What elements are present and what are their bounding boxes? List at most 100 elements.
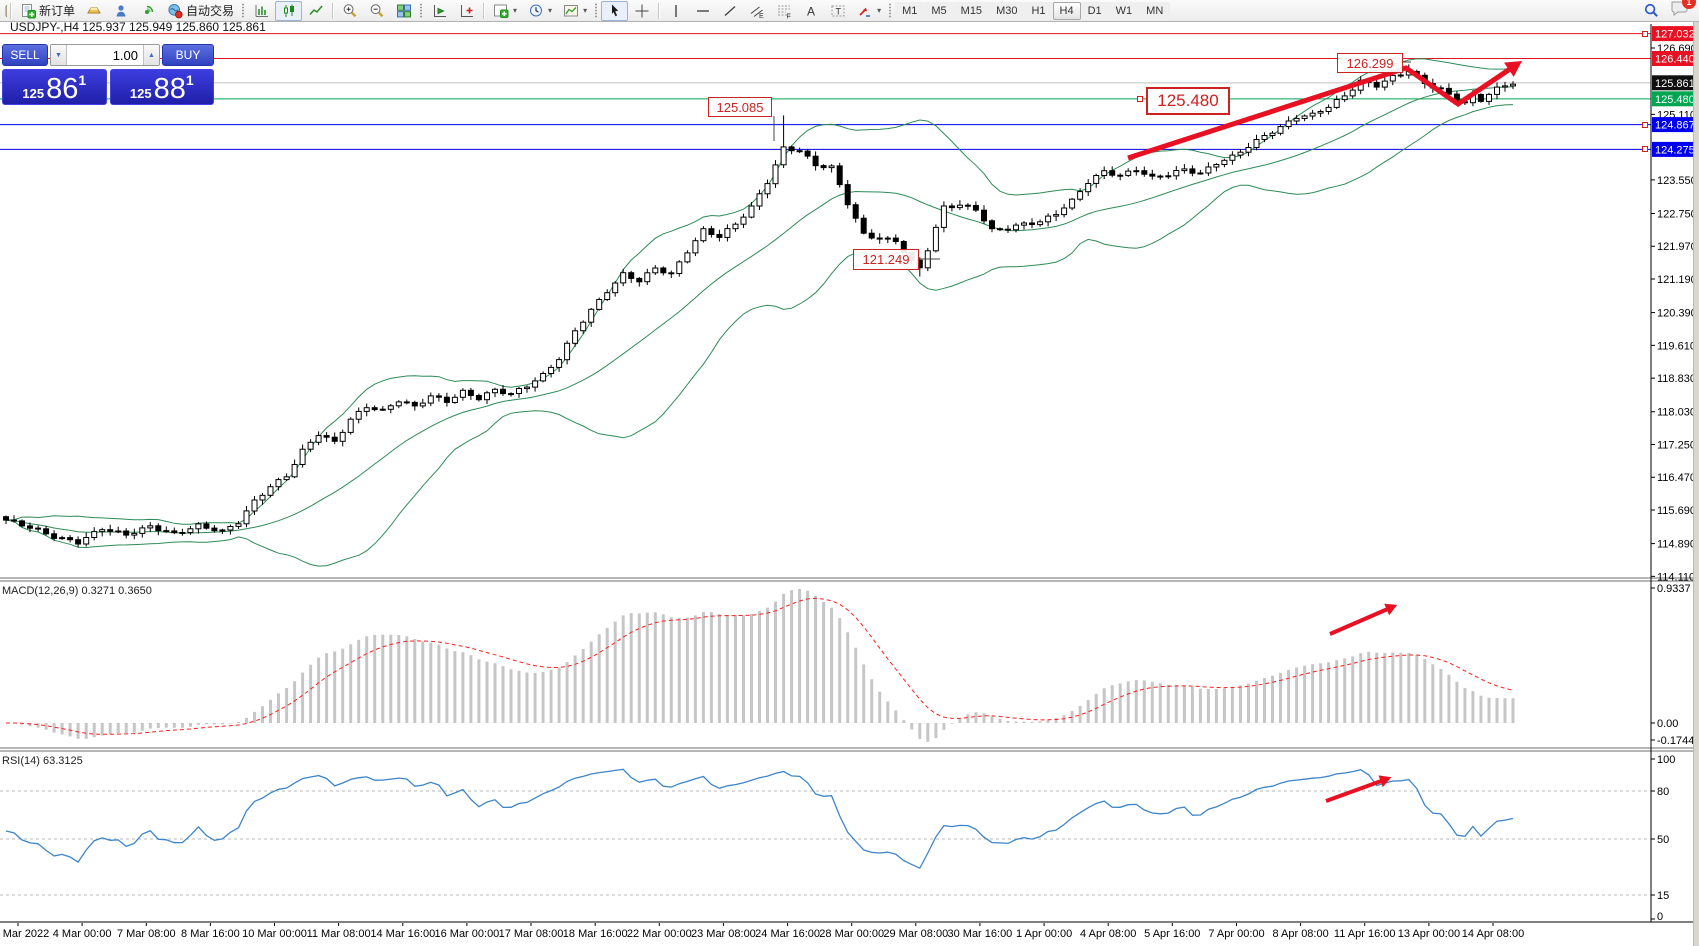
chevron-down-icon[interactable]: ▾ (548, 6, 553, 15)
channel-tool-button[interactable]: E (743, 1, 770, 21)
svg-text:0.00: 0.00 (1657, 718, 1678, 730)
line-chart-mode-button[interactable] (302, 1, 329, 21)
svg-text:4 Apr 08:00: 4 Apr 08:00 (1080, 928, 1136, 940)
zoom-in-button[interactable] (336, 1, 363, 21)
svg-text:125.861: 125.861 (1655, 78, 1695, 90)
price-annotation-125480[interactable]: 125.480 (1146, 87, 1230, 115)
svg-text:18 Mar 16:00: 18 Mar 16:00 (563, 928, 628, 940)
volume-control: ▼ ▲ (50, 44, 160, 66)
radio-signal-icon (139, 3, 156, 19)
price-annotation-126299[interactable]: 126.299 (1337, 53, 1403, 73)
chat-button[interactable]: 1 (1670, 0, 1696, 22)
separator (658, 2, 660, 19)
crosshair-tool-button[interactable] (628, 1, 655, 21)
trend-arrows (1127, 61, 1522, 803)
svg-text:118.830: 118.830 (1657, 373, 1696, 385)
fibonacci-icon: F (775, 3, 792, 19)
chevron-down-icon[interactable]: ▾ (877, 6, 882, 15)
spin-up-icon: ▲ (148, 51, 155, 59)
signal-button[interactable] (134, 1, 161, 21)
svg-text:117.250: 117.250 (1657, 439, 1696, 451)
svg-text:50: 50 (1657, 834, 1669, 846)
rsi-indicator-label: RSI(14) 63.3125 (2, 755, 83, 767)
bar-chart-mode-button[interactable] (248, 1, 275, 21)
timeframe-m5[interactable]: M5 (924, 1, 954, 20)
main-toolbar: 新订单 自动交易 ▾ ▾ ▾ E F A T ▾ M1 M5 M15 M30 H… (0, 0, 1699, 22)
data-window-button[interactable] (426, 1, 453, 21)
template-button[interactable]: ▾ (557, 1, 592, 21)
toolbar-grip (594, 3, 599, 18)
tile-windows-icon (395, 3, 412, 19)
text-icon: A (802, 3, 819, 19)
svg-text:30 Mar 16:00: 30 Mar 16:00 (947, 928, 1012, 940)
chevron-down-icon[interactable]: ▾ (583, 6, 588, 15)
community-button[interactable] (107, 1, 134, 21)
timeframe-h1[interactable]: H1 (1024, 1, 1053, 20)
autotrade-icon (166, 3, 183, 19)
timeframe-menu-button[interactable]: ▾ (522, 1, 557, 21)
zoom-out-button[interactable] (363, 1, 390, 21)
buy-price-prefix: 125 (129, 86, 152, 101)
candlestick-mode-button[interactable] (275, 0, 303, 21)
clock-icon (527, 3, 544, 19)
autotrade-button[interactable]: 自动交易 (161, 1, 239, 21)
timeframe-mn[interactable]: MN (1139, 1, 1171, 20)
timeframe-m15[interactable]: M15 (953, 1, 990, 20)
time-axis[interactable]: Mar 2022 4 Mar 00:00 7 Mar 08:00 8 Mar 16:0… (3, 923, 1524, 940)
separator (332, 2, 334, 19)
svg-text:80: 80 (1657, 786, 1669, 798)
timeframe-d1[interactable]: D1 (1080, 1, 1109, 20)
timeframe-m1[interactable]: M1 (895, 1, 925, 20)
toolbar-right-group: 1 (1643, 0, 1699, 22)
period-separators-button[interactable] (453, 1, 480, 21)
crosshair-icon (633, 3, 650, 19)
timeframe-w1[interactable]: W1 (1108, 1, 1140, 20)
fibonacci-tool-button[interactable]: F (770, 1, 797, 21)
svg-text:120.390: 120.390 (1657, 308, 1697, 320)
svg-text:22 Mar 00:00: 22 Mar 00:00 (627, 928, 692, 940)
candlestick-chart-icon (280, 3, 297, 19)
chevron-down-icon[interactable]: ▾ (513, 6, 518, 15)
vertical-line-tool-button[interactable] (662, 1, 689, 21)
text-tool-button[interactable]: A (797, 1, 824, 21)
volume-input[interactable] (67, 45, 143, 65)
sell-price-point: 1 (78, 72, 87, 88)
cursor-tool-button[interactable] (601, 0, 629, 21)
separator (10, 2, 11, 19)
gold-ingot-icon (85, 3, 102, 19)
svg-text:119.610: 119.610 (1657, 340, 1696, 352)
price-annotation-121249[interactable]: 121.249 (853, 249, 919, 270)
sell-button[interactable]: SELL (2, 44, 48, 66)
svg-text:8 Mar 16:00: 8 Mar 16:00 (181, 928, 240, 940)
horizontal-line-tool-button[interactable] (689, 1, 716, 21)
volume-decrease-button[interactable]: ▼ (51, 45, 67, 65)
sell-price-display[interactable]: 125 86 1 (2, 69, 107, 105)
svg-text:100: 100 (1657, 754, 1675, 766)
price-axis[interactable]: 126.690125.110123.550122.750121.970121.1… (1651, 26, 1697, 923)
svg-text:4 Mar 00:00: 4 Mar 00:00 (53, 928, 112, 940)
tile-windows-button[interactable] (390, 1, 417, 21)
price-annotation-125085[interactable]: 125.085 (708, 97, 772, 117)
chart-title: USDJPY-,H4 125.937 125.949 125.860 125.8… (10, 20, 266, 34)
new-order-button[interactable]: 新订单 (14, 1, 80, 21)
buy-button[interactable]: BUY (162, 44, 214, 66)
sell-price-prefix: 125 (22, 86, 45, 101)
macd-indicator-label: MACD(12,26,9) 0.3271 0.3650 (2, 585, 152, 597)
text-label-tool-button[interactable]: T (824, 1, 851, 21)
search-icon[interactable] (1643, 3, 1660, 19)
buy-price-display[interactable]: 125 88 1 (109, 69, 214, 105)
favorites-button[interactable] (80, 1, 107, 21)
timeframe-h4[interactable]: H4 (1052, 1, 1081, 20)
equidistant-channel-icon: E (748, 3, 765, 19)
buy-price-point: 1 (185, 72, 194, 88)
volume-increase-button[interactable]: ▲ (143, 45, 159, 65)
svg-text:13 Apr 00:00: 13 Apr 00:00 (1398, 928, 1460, 940)
arrows-tool-button[interactable]: ▾ (851, 1, 886, 21)
timeframe-m30[interactable]: M30 (989, 1, 1025, 20)
bollinger-bands (5, 58, 1514, 567)
trendline-tool-button[interactable] (716, 1, 743, 21)
svg-text:5 Apr 16:00: 5 Apr 16:00 (1144, 928, 1200, 940)
indicators-button[interactable]: ▾ (487, 1, 522, 21)
zoom-in-icon (341, 3, 358, 19)
